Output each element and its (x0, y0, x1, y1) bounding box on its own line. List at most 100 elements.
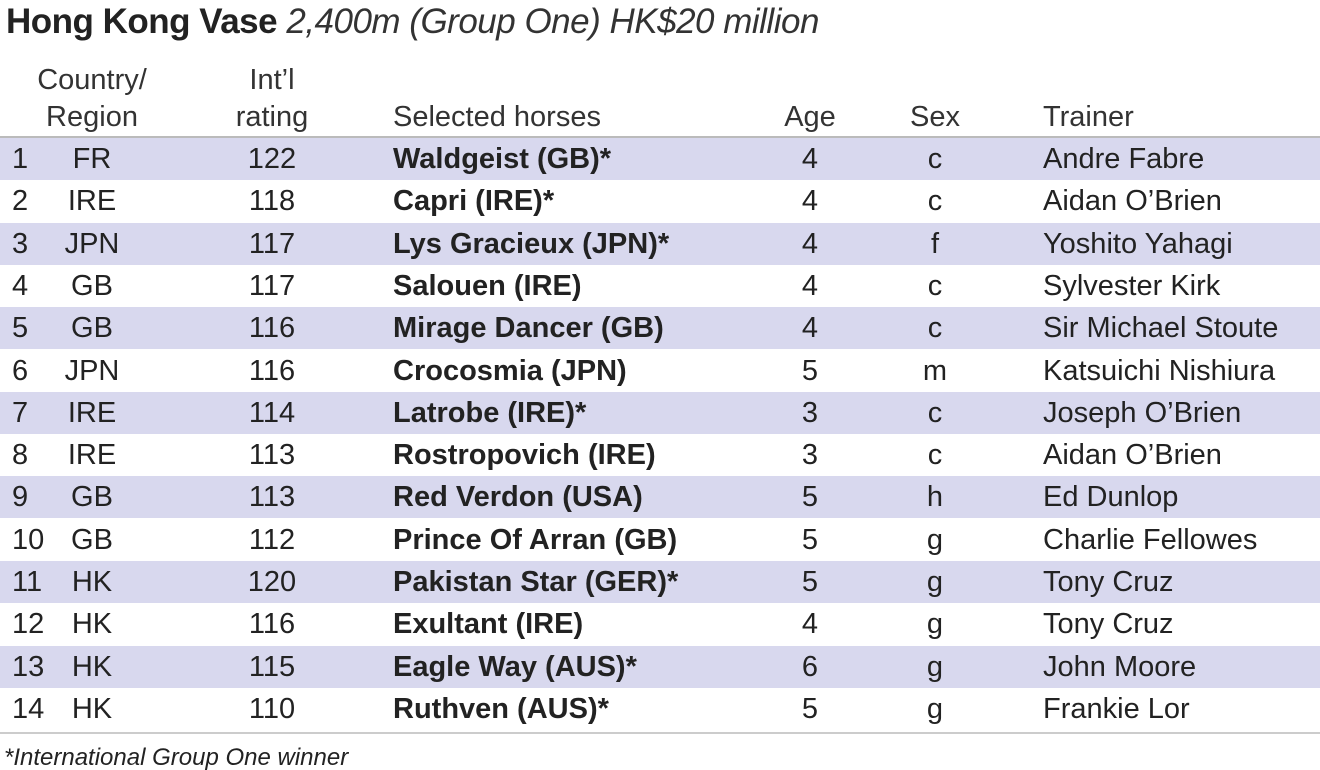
table-cell: 4 (801, 312, 819, 345)
table-cell: 120 (247, 566, 297, 598)
table-cell: c (927, 269, 943, 302)
column-header: Sex (910, 101, 960, 133)
table-cell: 117 (248, 269, 296, 302)
horse-name: Pakistan Star (GER)* (393, 566, 679, 598)
table-cell: f (930, 227, 940, 260)
table-cell: c (927, 396, 943, 429)
table-cell: 116 (248, 608, 296, 641)
table-cell: 112 (248, 523, 296, 556)
table-cell: 5 (801, 566, 819, 598)
horse-name: Salouen (IRE) (393, 269, 582, 302)
table-cell: HK (71, 566, 113, 598)
table-cell: HK (71, 608, 113, 641)
table-cell: 122 (247, 143, 297, 175)
table-cell: FR (72, 143, 112, 175)
table-cell: 110 (248, 692, 296, 725)
row-background (0, 138, 1320, 180)
table-cell: 113 (248, 481, 296, 514)
column-header: Selected horses (393, 101, 601, 133)
table-cell: GB (71, 269, 113, 302)
row-background (0, 645, 1320, 688)
table-cell: 10 (12, 523, 45, 556)
table-cell: 8 (12, 439, 29, 472)
table-cell: g (926, 692, 944, 725)
table-cell: Aidan O’Brien (1043, 185, 1222, 218)
horse-name: Lys Gracieux (JPN)* (393, 227, 670, 260)
horse-name: Prince Of Arran (GB) (393, 523, 678, 556)
horse-name: Capri (IRE)* (393, 185, 555, 218)
table-cell: 6 (801, 650, 819, 683)
table-cell: Sylvester Kirk (1043, 269, 1221, 302)
table-cell: c (927, 143, 943, 175)
table-cell: g (926, 566, 944, 598)
column-header: Trainer (1043, 101, 1134, 133)
table-cell: g (926, 523, 944, 556)
table-cell: 12 (12, 608, 45, 641)
row-background (0, 307, 1320, 350)
table-cell: 113 (248, 439, 296, 472)
table-cell: 13 (12, 650, 45, 683)
table-cell: GB (71, 481, 113, 514)
table-cell: 6 (12, 354, 29, 387)
column-header: Country/ (37, 64, 147, 96)
table-cell: c (927, 439, 943, 472)
table-cell: Charlie Fellowes (1043, 523, 1258, 556)
table-cell: 5 (801, 692, 819, 725)
table-cell: 11 (12, 566, 43, 598)
table-cell: 4 (801, 185, 819, 218)
table-cell: Tony Cruz (1043, 608, 1174, 641)
column-header: Age (784, 101, 836, 133)
table-cell: Tony Cruz (1043, 566, 1174, 598)
table-cell: c (927, 185, 943, 218)
table-cell: 5 (801, 481, 819, 514)
horse-name: Eagle Way (AUS)* (393, 650, 637, 683)
table-cell: 4 (801, 269, 819, 302)
table-cell: 7 (12, 396, 29, 429)
table-cell: Sir Michael Stoute (1043, 312, 1279, 345)
table-cell: Aidan O’Brien (1043, 439, 1222, 472)
table-cell: 4 (801, 227, 819, 260)
title: Hong Kong Vase 2,400m (Group One) HK$20 … (6, 2, 819, 42)
table-cell: g (926, 608, 944, 641)
table-cell: 5 (12, 312, 29, 345)
table-cell: 9 (12, 481, 29, 514)
table-cell: Katsuichi Nishiura (1043, 354, 1276, 387)
title-detail: 2,400m (Group One) HK$20 million (286, 2, 819, 41)
table-cell: 118 (248, 185, 296, 218)
table-cell: h (926, 481, 944, 514)
table-cell: 14 (12, 692, 45, 725)
table-cell: 4 (801, 608, 819, 641)
table-cell: HK (71, 650, 113, 683)
horse-name: Exultant (IRE) (393, 608, 584, 641)
table-cell: Yoshito Yahagi (1043, 227, 1233, 260)
table-cell: GB (71, 523, 113, 556)
title-main: Hong Kong Vase (6, 2, 278, 41)
column-header: Int’l (249, 64, 295, 96)
bottom-rule (0, 732, 1320, 735)
table-cell: 116 (248, 312, 296, 345)
table-cell: g (926, 650, 944, 683)
table-cell: 2 (12, 185, 29, 218)
horse-name: Crocosmia (JPN) (393, 354, 627, 387)
column-header: Region (46, 101, 138, 133)
table-cell: GB (71, 312, 113, 345)
horse-name: Latrobe (IRE)* (393, 396, 587, 429)
table-cell: 3 (801, 439, 819, 472)
table-cell: 117 (248, 227, 296, 260)
table-cell: m (922, 354, 948, 387)
table-cell: HK (71, 692, 113, 725)
table-cell: Joseph O’Brien (1043, 396, 1242, 429)
table-cell: 5 (801, 523, 819, 556)
horse-name: Red Verdon (USA) (393, 481, 643, 514)
table-cell: 4 (12, 269, 29, 302)
row-background (0, 561, 1320, 603)
table-cell: 115 (248, 650, 296, 683)
table-cell: JPN (64, 354, 120, 387)
table-cell: Ed Dunlop (1043, 481, 1179, 514)
table-cell: 114 (248, 396, 296, 429)
horse-name: Ruthven (AUS)* (393, 692, 609, 725)
table-cell: 116 (248, 354, 296, 387)
footnote: *International Group One winner (4, 744, 349, 770)
table-cell: John Moore (1043, 650, 1197, 683)
